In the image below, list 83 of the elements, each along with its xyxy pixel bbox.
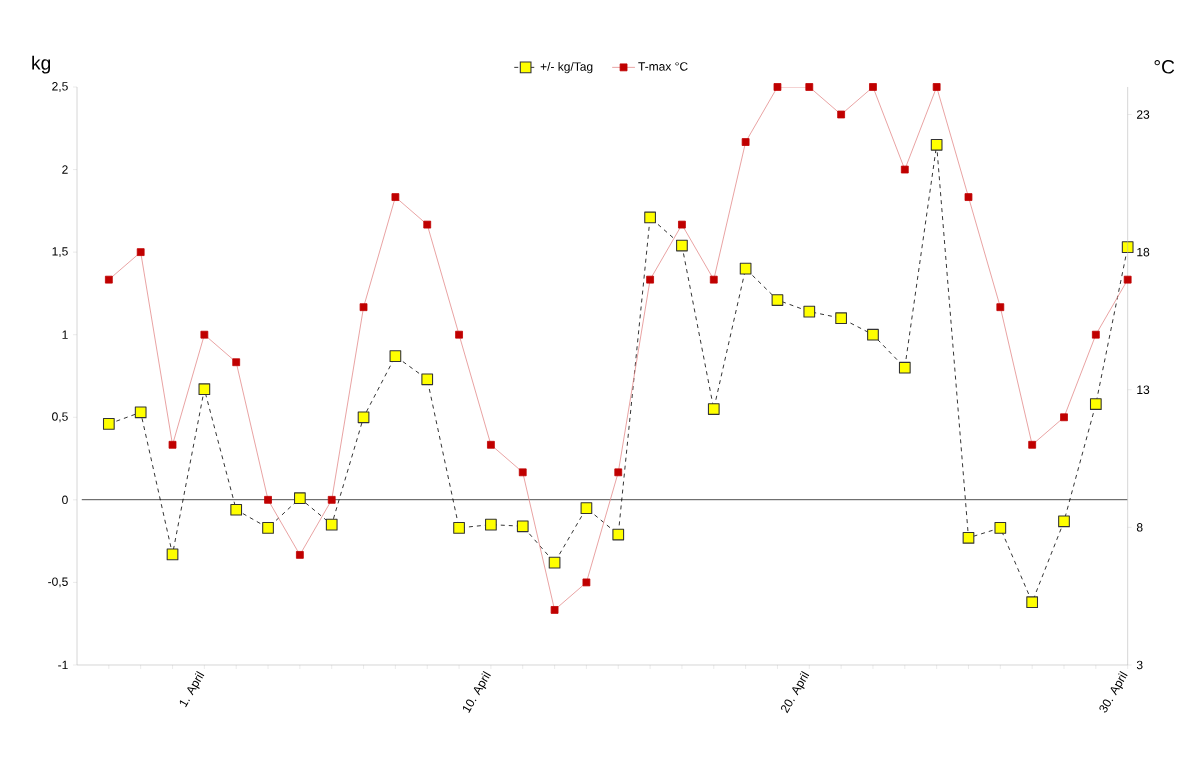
point [198, 383, 211, 396]
y-tick-label: 1,5 [52, 247, 68, 258]
point [612, 528, 625, 541]
point [741, 138, 750, 146]
point [423, 220, 432, 229]
point [678, 220, 686, 229]
point [709, 275, 718, 284]
point [230, 503, 243, 516]
point [1026, 596, 1039, 609]
point [707, 403, 720, 415]
y-tick-label: 0 [62, 495, 68, 505]
y-tick-label: 0,5 [52, 412, 68, 423]
y2-tick-label: 23 [1136, 110, 1150, 119]
y-tick-label: 2,5 [52, 82, 68, 92]
point [453, 522, 465, 534]
point [327, 495, 336, 504]
point [835, 312, 847, 325]
point [516, 520, 529, 533]
point [1058, 515, 1070, 528]
point [739, 262, 752, 275]
point [898, 361, 911, 374]
point [580, 502, 593, 514]
point [773, 83, 782, 91]
legend-label: +/- kg/Tag [540, 62, 593, 74]
point [996, 303, 1005, 312]
point [487, 440, 495, 449]
point [325, 518, 338, 531]
point [389, 350, 402, 363]
point [455, 330, 463, 339]
point [134, 406, 147, 419]
point [867, 328, 879, 341]
point [1123, 275, 1132, 284]
y2-axis-title: °C [1154, 60, 1175, 74]
point [262, 522, 274, 534]
point [805, 83, 814, 91]
point [962, 531, 975, 544]
point [1091, 330, 1100, 339]
point [359, 303, 368, 312]
y-tick-label: -1 [58, 660, 68, 670]
point [646, 275, 654, 284]
point [930, 138, 943, 151]
point [264, 495, 272, 504]
y-tick-label: 2 [62, 165, 68, 174]
point [803, 305, 816, 318]
point [932, 83, 941, 91]
y-tick-label: -0,5 [48, 577, 68, 588]
y2-tick-label: 18 [1137, 247, 1150, 257]
point [676, 239, 688, 252]
point [964, 193, 973, 201]
point [550, 606, 559, 614]
y-tick-label: 1 [62, 330, 68, 339]
point [1060, 413, 1068, 422]
point [582, 578, 591, 587]
point [548, 556, 561, 569]
point [614, 468, 623, 477]
legend-label: T-max °C [638, 62, 688, 71]
point [771, 294, 784, 306]
y-axis-title: kg [32, 55, 51, 74]
point [136, 248, 145, 256]
point [166, 548, 179, 561]
point [1089, 398, 1102, 410]
point [1121, 241, 1134, 254]
point [644, 211, 656, 224]
point [168, 440, 177, 449]
point [485, 518, 497, 531]
y2-tick-label: 8 [1136, 523, 1143, 532]
point [837, 110, 845, 119]
point [391, 193, 400, 201]
point [104, 275, 113, 284]
point [518, 468, 527, 477]
point [869, 83, 877, 91]
y2-tick-label: 3 [1136, 660, 1143, 670]
point [421, 373, 434, 386]
point [296, 551, 304, 559]
point [294, 492, 306, 505]
point [994, 522, 1007, 534]
point [200, 330, 209, 339]
y2-tick-label: 13 [1137, 385, 1150, 394]
point [1028, 440, 1037, 449]
point [900, 165, 909, 174]
point [102, 418, 115, 430]
point [232, 358, 241, 367]
point [357, 411, 370, 424]
